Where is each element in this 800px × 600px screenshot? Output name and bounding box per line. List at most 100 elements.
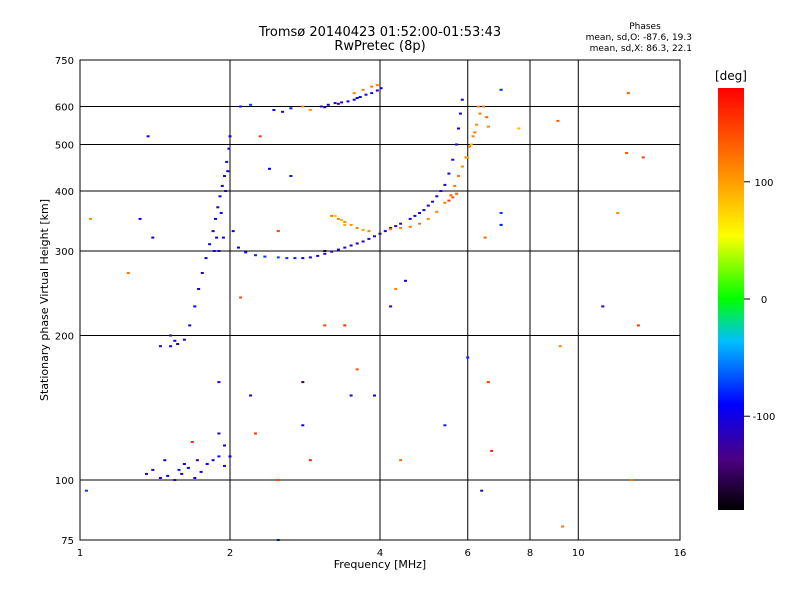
data-point <box>458 112 462 115</box>
data-point <box>163 459 167 462</box>
data-points <box>84 84 645 541</box>
data-point <box>358 96 362 98</box>
data-point <box>263 255 267 258</box>
data-point <box>173 339 177 342</box>
data-point <box>89 217 93 220</box>
data-point <box>151 236 155 239</box>
data-point <box>226 170 230 173</box>
data-point <box>478 112 482 115</box>
x-tick-label: 2 <box>227 548 233 559</box>
data-point <box>333 102 337 105</box>
data-point <box>205 463 209 465</box>
data-point <box>219 212 223 214</box>
y-axis-ticks: 75 100 200 300 400 500 600 750 <box>55 56 74 547</box>
data-point <box>480 489 484 492</box>
data-point <box>399 459 403 462</box>
data-point <box>343 246 347 249</box>
data-point <box>340 101 344 104</box>
data-point <box>352 92 356 95</box>
data-point <box>349 223 353 226</box>
data-point <box>200 272 204 274</box>
x-tick-label: 6 <box>465 548 471 559</box>
phases-stats-o: mean, sd,O: -87.6, 19.3 <box>585 33 692 43</box>
data-point <box>289 175 293 177</box>
data-point <box>616 212 620 214</box>
colorbar-label: [deg] <box>715 69 747 83</box>
data-point <box>276 256 280 259</box>
data-point <box>193 305 197 308</box>
data-point <box>214 217 217 220</box>
data-point <box>218 195 222 198</box>
data-point <box>355 97 359 99</box>
data-point <box>375 84 379 87</box>
data-point <box>352 98 356 101</box>
data-point <box>308 459 312 462</box>
data-point <box>276 230 280 233</box>
data-point <box>355 227 359 229</box>
data-point <box>486 125 490 128</box>
data-point <box>453 184 457 187</box>
data-point <box>138 217 142 220</box>
data-point <box>301 105 305 108</box>
data-point <box>244 251 248 254</box>
data-point <box>625 152 629 154</box>
y-tick-label: 75 <box>61 536 74 547</box>
data-point <box>176 343 180 345</box>
data-point <box>197 288 201 290</box>
phases-stats-title: Phases <box>629 22 661 32</box>
data-point <box>378 232 382 235</box>
data-point <box>601 305 605 308</box>
data-point <box>443 183 447 186</box>
data-point <box>558 345 562 348</box>
data-point <box>379 87 383 90</box>
data-point <box>330 214 334 217</box>
data-point <box>460 165 464 168</box>
data-point <box>228 455 232 458</box>
data-point <box>249 103 253 106</box>
data-point <box>455 192 459 195</box>
data-point <box>451 158 455 161</box>
data-point <box>239 296 243 299</box>
data-point <box>158 345 162 348</box>
y-tick-label: 600 <box>55 103 74 114</box>
data-point <box>636 324 640 327</box>
data-point <box>435 195 439 198</box>
data-point <box>626 92 630 95</box>
data-point <box>443 424 447 427</box>
data-point <box>316 254 320 257</box>
data-point <box>426 217 430 220</box>
chart-subtitle: RwPretec (8p) <box>334 39 426 54</box>
data-point <box>370 92 374 95</box>
data-point <box>182 463 186 465</box>
data-point <box>336 102 340 105</box>
data-point <box>431 200 435 203</box>
data-point <box>361 240 365 243</box>
data-point <box>145 472 148 475</box>
data-point <box>193 477 197 479</box>
data-point <box>451 196 455 199</box>
data-point <box>373 235 376 238</box>
grid-lines <box>80 60 680 540</box>
data-point <box>301 381 305 384</box>
data-point <box>84 489 88 492</box>
y-tick-label: 400 <box>55 187 74 198</box>
x-tick-label: 16 <box>674 548 687 559</box>
data-point <box>301 257 305 260</box>
y-axis-label: Stationary phase Virtual Height [km] <box>38 199 51 401</box>
data-point <box>457 175 460 177</box>
data-point <box>499 223 503 226</box>
data-point <box>186 466 190 469</box>
data-point <box>485 116 489 119</box>
data-point <box>481 105 485 108</box>
data-point <box>389 227 393 229</box>
x-tick-label: 10 <box>572 548 585 559</box>
data-point <box>449 194 453 197</box>
data-point <box>455 143 459 146</box>
data-point <box>399 222 403 225</box>
data-point <box>211 230 215 233</box>
data-point <box>180 472 184 475</box>
data-point <box>408 225 412 228</box>
data-point <box>126 272 130 274</box>
data-point <box>199 470 203 473</box>
data-point <box>220 184 224 187</box>
